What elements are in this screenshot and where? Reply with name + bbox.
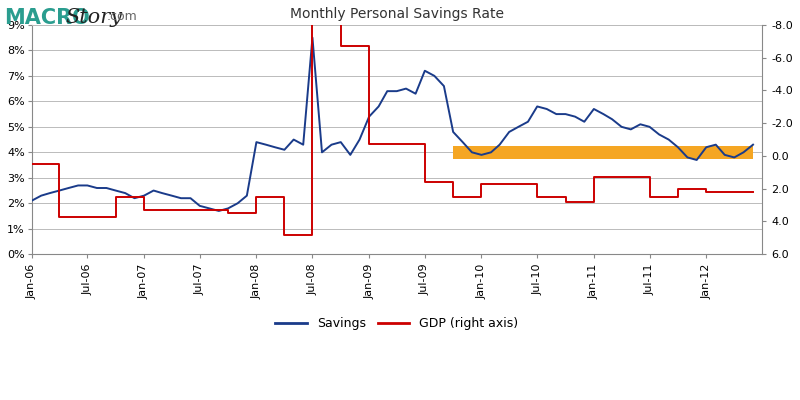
Bar [453, 146, 753, 159]
Text: MACRO: MACRO [4, 8, 90, 28]
Text: .com: .com [106, 10, 137, 23]
Legend: Savings, GDP (right axis): Savings, GDP (right axis) [270, 312, 523, 335]
Title: Monthly Personal Savings Rate: Monthly Personal Savings Rate [290, 7, 504, 21]
Text: Story: Story [66, 8, 122, 27]
